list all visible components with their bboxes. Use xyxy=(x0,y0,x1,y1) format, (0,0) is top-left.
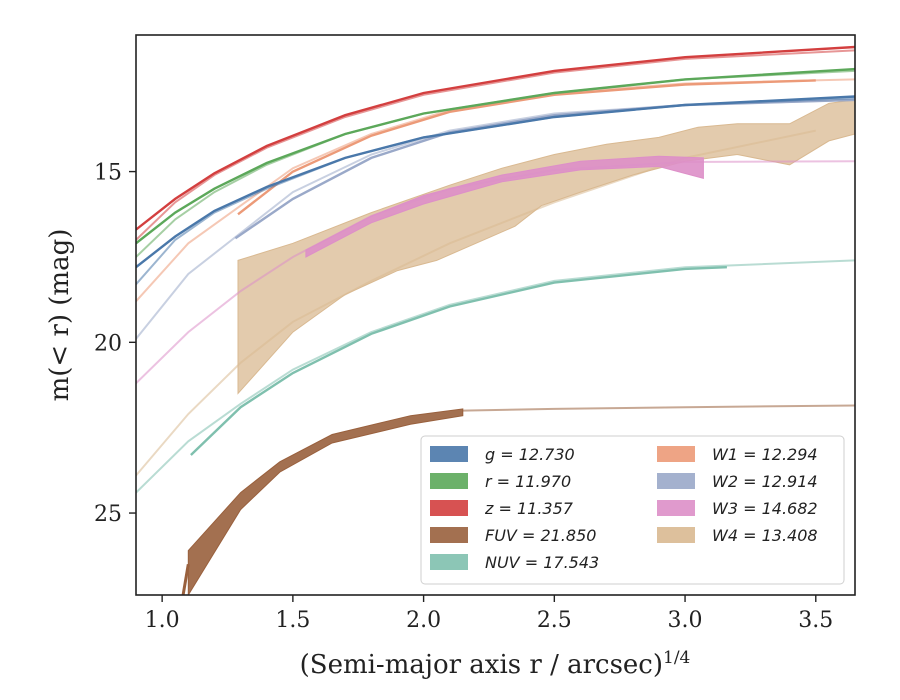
legend-box xyxy=(420,435,845,585)
axis-layer: 1.0 1.5 2.0 2.5 3.0 3.5 15 20 25 xyxy=(94,161,833,633)
y-axis-title: m(< r) (mag) xyxy=(45,229,75,402)
x-tick-label: 2.0 xyxy=(406,608,441,633)
series-nuv xyxy=(136,259,855,494)
legend-swatch-nuv xyxy=(430,554,468,570)
x-tick-label: 3.5 xyxy=(798,608,833,633)
series-fuv-band xyxy=(187,408,464,595)
series-nuv-faint-line xyxy=(136,259,855,494)
legend-swatch-z xyxy=(430,500,468,516)
legend-swatch-w4 xyxy=(657,527,695,543)
legend-swatch-w1 xyxy=(657,446,695,462)
y-tick-label: 25 xyxy=(94,502,122,527)
series-w4-band xyxy=(237,99,855,395)
legend-label-w1: W1 = 12.294 xyxy=(712,445,818,464)
series-nuv-line xyxy=(190,266,727,456)
legend-swatch-w2 xyxy=(657,473,695,489)
series-fuv-tail xyxy=(181,564,190,595)
legend-swatch-fuv xyxy=(430,527,468,543)
series-w4 xyxy=(136,99,855,477)
legend-label-w2: W2 = 12.914 xyxy=(712,472,818,491)
series-w1 xyxy=(136,78,855,302)
series-g xyxy=(136,95,855,285)
legend-label-w3: W3 = 14.682 xyxy=(712,499,818,518)
legend-swatch-w3 xyxy=(657,500,695,516)
series-g-line xyxy=(136,95,855,269)
plot-frame xyxy=(135,34,856,596)
x-tick-label: 2.5 xyxy=(537,608,572,633)
legend-swatch-r xyxy=(430,473,468,489)
x-tick-label: 1.0 xyxy=(145,608,180,633)
series-r-line xyxy=(136,67,855,245)
legend-label-z: z = 11.357 xyxy=(484,499,574,518)
series-z-faint-line xyxy=(136,49,855,241)
y-tick-label: 20 xyxy=(94,331,122,356)
legend-label-nuv: NUV = 17.543 xyxy=(485,553,599,572)
series-fuv-faint-line xyxy=(462,404,855,412)
series-fuv xyxy=(181,404,855,595)
legend-label-w4: W4 = 13.408 xyxy=(712,526,818,545)
x-tick-label: 1.5 xyxy=(275,608,310,633)
legend-swatch-g xyxy=(430,446,468,462)
legend: g = 12.730 r = 11.970 z = 11.357 FUV = 21.8… xyxy=(420,435,845,585)
series-w1-faint-line xyxy=(136,78,855,302)
legend-label-g: g = 12.730 xyxy=(485,445,575,464)
series-w3-band xyxy=(305,155,704,258)
series-w3 xyxy=(136,155,855,385)
series-layer xyxy=(136,45,855,595)
series-z xyxy=(136,45,855,241)
x-axis-title-superscript: 1/4 xyxy=(663,648,690,668)
y-tick-label: 15 xyxy=(94,161,122,186)
series-z-line xyxy=(136,45,855,231)
legend-label-fuv: FUV = 21.850 xyxy=(485,526,596,545)
x-axis-title: (Semi-major axis r / arcsec)1/4 xyxy=(300,648,691,680)
series-w1-line xyxy=(237,79,816,216)
legend-label-r: r = 11.970 xyxy=(485,472,571,491)
x-tick-label: 3.0 xyxy=(668,608,703,633)
series-r xyxy=(136,67,855,258)
